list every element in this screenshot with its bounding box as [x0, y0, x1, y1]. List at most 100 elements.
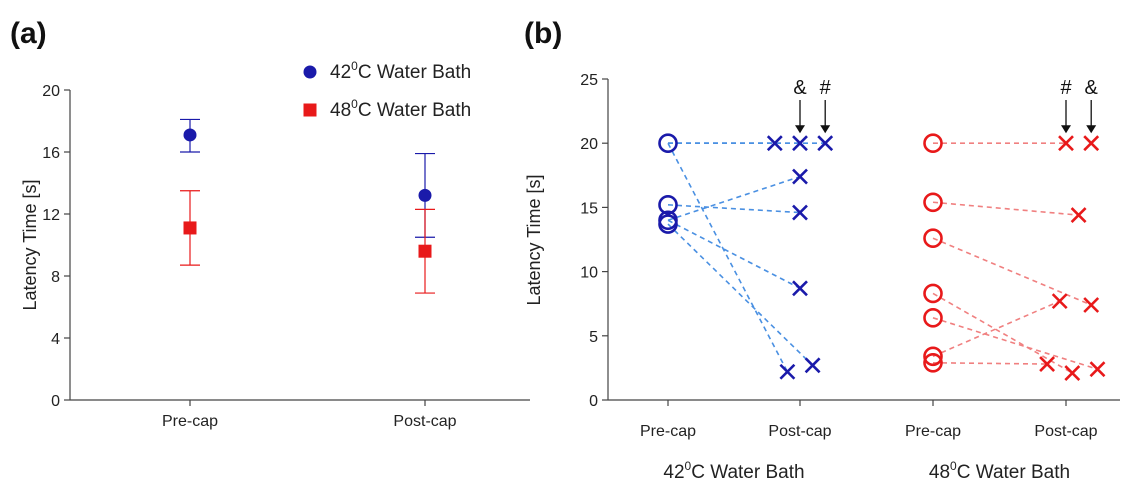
panel-b-pre-circle: [923, 352, 943, 373]
panel-b-pre-circle: [923, 308, 943, 328]
panel-b-pre-circle: [923, 283, 943, 304]
panel-b-post-cross-stroke: [1070, 207, 1087, 224]
panel-b-post-cross: [792, 168, 808, 185]
panel-b-post-cross-stroke: [1039, 356, 1056, 372]
panel-b-marks: [658, 133, 1106, 381]
panel-b-post-cross: [1058, 135, 1074, 152]
panel-a-point-square: [418, 244, 432, 258]
panel-b-post-cross-stroke: [804, 357, 821, 374]
legend-entry: 480C Water Bath: [330, 97, 471, 121]
panel-a-x-ticks: Pre-cap Post-cap: [162, 400, 457, 430]
panel-b-link-line: [932, 237, 1092, 306]
panel-b-x-tick-label: Post-cap: [768, 423, 831, 440]
panel-b-post-cross-stroke: [779, 363, 796, 380]
panel-b-x-tick-label: Pre-cap: [905, 423, 961, 440]
panel-b-post-cross-stroke: [1064, 365, 1081, 381]
panel-b-annotation-symbol: &: [1085, 77, 1099, 99]
panel-a-y-tick-label: 0: [51, 393, 60, 410]
panel-b-post-cross-stroke: [1051, 293, 1068, 310]
panel-b-y-ticks: 0 5 10 15 20 25: [580, 72, 608, 410]
panel-b-annotation-symbol: #: [820, 77, 832, 99]
panel-b-post-cross: [817, 135, 834, 152]
panel-b-y-tick-label: 0: [589, 393, 598, 410]
panel-b-post-cross-stroke: [1083, 297, 1100, 313]
panel-b-post-cross: [1051, 293, 1068, 310]
panel-b-post-cross-stroke: [792, 135, 808, 152]
panel-b-group-label-sup: 0: [685, 459, 692, 473]
panel-b-pre-circle: [658, 195, 678, 215]
panel-b-link-line: [667, 175, 801, 221]
panel-b-post-cross-stroke: [1089, 361, 1106, 378]
panel-a-y-ticks: 0 4 8 12 16 20: [42, 83, 70, 410]
panel-a-marks: [180, 118, 435, 294]
panel-b-post-cross: [779, 363, 796, 380]
panel-b-y-label: Latency Time [s]: [524, 174, 544, 305]
panel-a-y-tick-label: 8: [51, 269, 60, 286]
panel-b-label: (b): [524, 17, 562, 50]
panel-b-y-tick-label: 10: [580, 265, 598, 282]
panel-b-y-tick-label: 25: [580, 72, 598, 89]
panel-b-post-cross: [792, 280, 808, 297]
legend-square-marker: [303, 103, 317, 117]
panel-b-annotation-arrow-head: [1061, 125, 1071, 134]
panel-b-group-label-base: 48: [929, 462, 950, 483]
legend-circle-marker: [303, 65, 317, 79]
panel-b-y-tick-label: 5: [589, 329, 598, 346]
panel-b-pre-circle: [658, 214, 678, 234]
panel-b-annotation-symbol: #: [1060, 77, 1072, 99]
panel-b-pre-circle: [923, 346, 943, 367]
panel-b-post-cross-stroke: [1058, 135, 1074, 152]
panel-b-group-label-suffix: C Water Bath: [957, 462, 1070, 483]
panel-b-post-cross: [766, 135, 783, 152]
panel-b-y-tick-label: 15: [580, 200, 598, 217]
panel-b-link-line: [667, 204, 801, 214]
panel-b-pre-circle: [923, 133, 943, 153]
legend-entry-suffix: C Water Bath: [358, 100, 471, 121]
panel-b: (b) 0 5 10 15 20 25 Pre-cap Post-cap Pre-cap Pos…: [524, 17, 1120, 483]
panel-b-link-line: [667, 219, 801, 290]
panel-b-pre-circle: [923, 192, 943, 213]
panel-b-annotations: & # # &: [793, 77, 1099, 134]
panel-b-post-cross-stroke: [817, 135, 834, 152]
panel-b-post-cross: [1083, 297, 1100, 313]
legend-entry-sup: 0: [351, 59, 358, 73]
panel-b-links: [667, 142, 1098, 374]
panel-b-post-cross: [792, 135, 808, 152]
panel-b-post-cross-stroke: [766, 135, 783, 152]
panel-a-x-tick-label: Post-cap: [393, 413, 456, 430]
panel-a-point-circle: [418, 188, 432, 202]
panel-b-post-cross: [1064, 365, 1081, 381]
panel-b-post-cross: [792, 204, 808, 221]
panel-b-post-cross-stroke: [1083, 135, 1100, 152]
legend-entry-sup: 0: [351, 97, 358, 111]
panel-b-post-cross: [1083, 135, 1100, 152]
panel-b-post-cross: [804, 357, 821, 374]
panel-b-group-labels: 420C Water Bath 480C Water Bath: [663, 459, 1070, 483]
legend-entry: 420C Water Bath: [330, 59, 471, 83]
legend-entry-base: 48: [330, 100, 351, 121]
panel-b-x-tick-label: Post-cap: [1034, 423, 1097, 440]
panel-b-post-cross-stroke: [792, 168, 808, 185]
panel-b-link-line: [932, 317, 1098, 370]
panel-b-group-label: 480C Water Bath: [929, 459, 1070, 483]
panel-b-link-line: [932, 361, 1048, 365]
panel-a-y-tick-label: 4: [51, 331, 60, 348]
panel-b-group-label-sup: 0: [950, 459, 957, 473]
panel-b-pre-circle: [923, 228, 943, 249]
panel-b-group-label-suffix: C Water Bath: [691, 462, 804, 483]
panel-b-post-cross: [1039, 356, 1056, 372]
panel-b-annotation-arrow-head: [820, 125, 831, 134]
panel-b-link-line: [667, 142, 789, 373]
panel-b-post-cross-stroke: [792, 204, 808, 221]
panel-a-y-label: Latency Time [s]: [20, 179, 40, 310]
panel-a-point-square: [183, 221, 197, 235]
panel-a-x-tick-label: Pre-cap: [162, 413, 218, 430]
panel-a-point-circle: [183, 128, 197, 142]
panel-a-y-tick-label: 16: [42, 145, 60, 162]
panel-b-group-label: 420C Water Bath: [663, 459, 804, 483]
panel-b-link-line: [932, 201, 1079, 216]
panel-a-label: (a): [10, 17, 47, 50]
